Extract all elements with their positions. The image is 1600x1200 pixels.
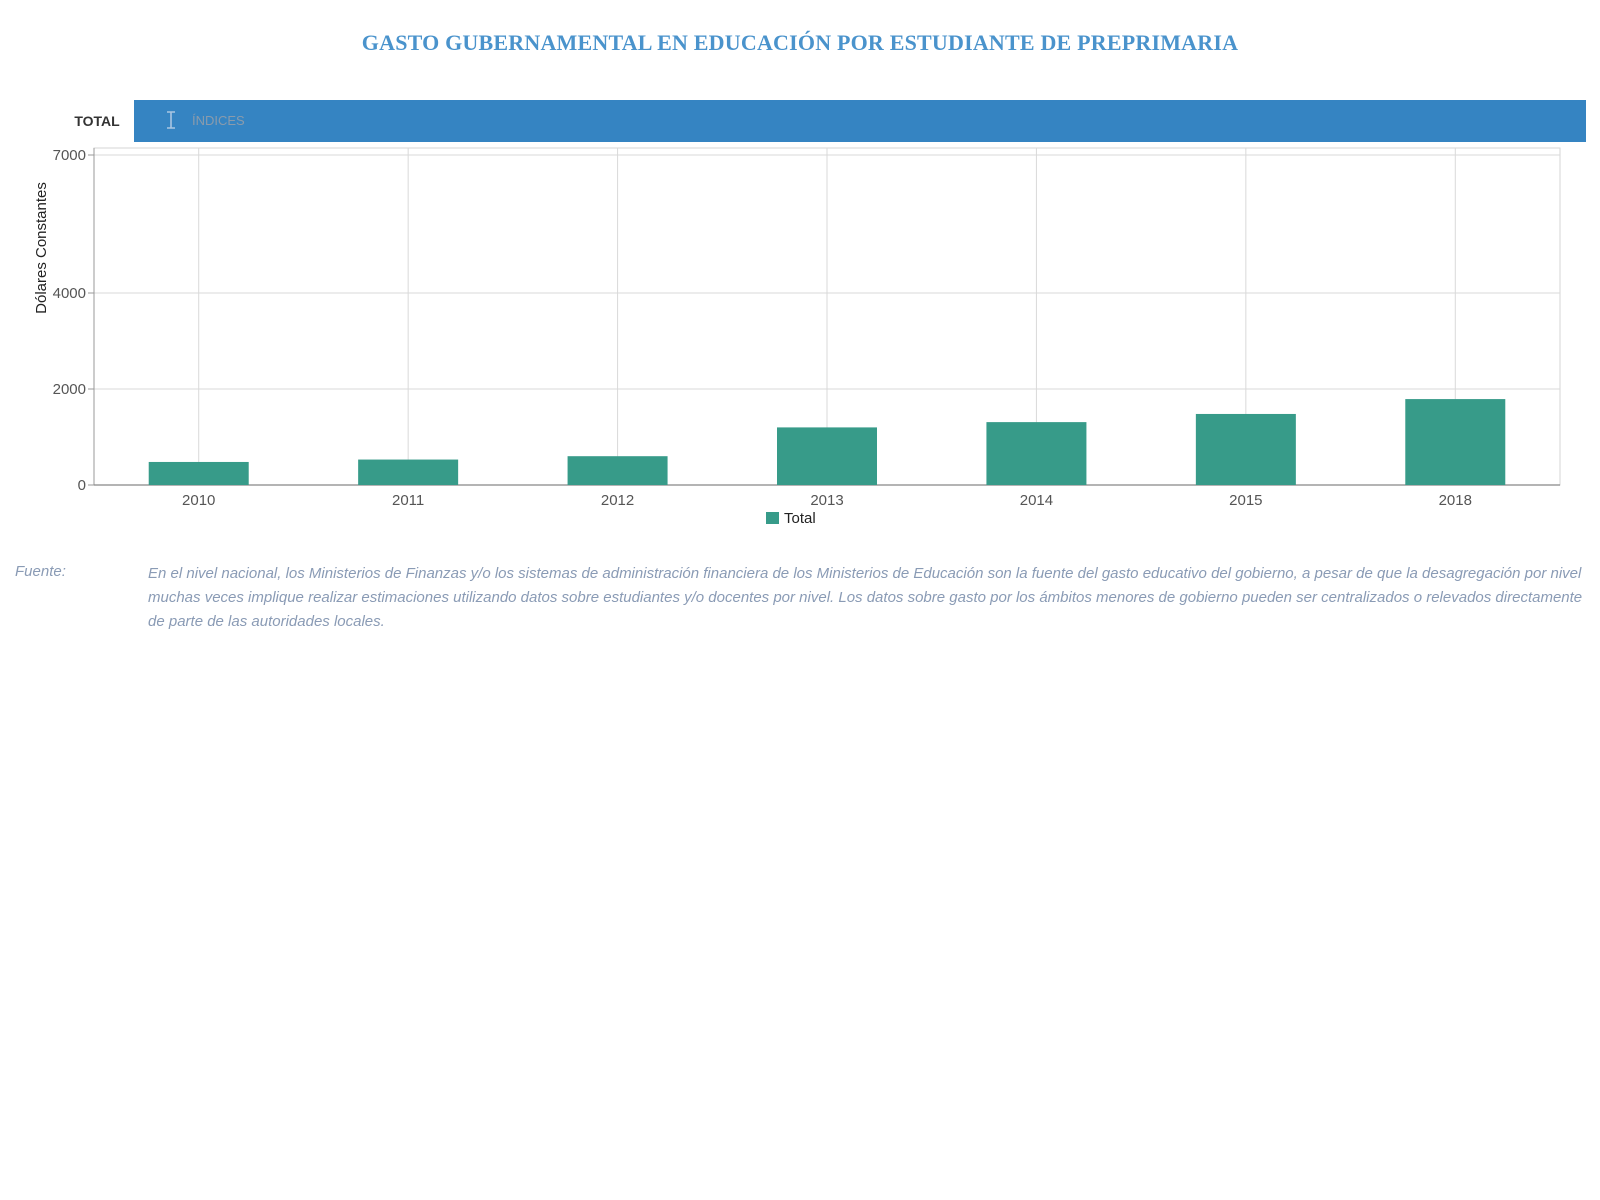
- x-tick-label: 2015: [1229, 492, 1262, 509]
- legend-label: Total: [784, 510, 816, 527]
- y-tick-label: 2000: [53, 381, 86, 398]
- bar-2012: [567, 456, 668, 485]
- x-tick-label: 2012: [601, 492, 634, 509]
- bar-2014: [986, 422, 1087, 485]
- y-axis-title: Dólares Constantes: [33, 182, 50, 314]
- x-tick-label: 2010: [182, 492, 215, 509]
- x-tick-label: 2013: [810, 492, 843, 509]
- tab-indices[interactable]: ÍNDICES: [134, 100, 1586, 142]
- bar-2013: [777, 427, 877, 485]
- tab-bar: TOTAL ÍNDICES: [60, 100, 1586, 142]
- bar-2011: [358, 459, 459, 485]
- text-cursor-icon: [167, 111, 175, 129]
- bar-2015: [1195, 413, 1296, 485]
- x-tick-label: 2011: [392, 492, 424, 509]
- x-tick-label: 2014: [1020, 492, 1053, 509]
- legend-swatch: [766, 512, 779, 524]
- bar-2018: [1405, 399, 1506, 485]
- source-label: Fuente:: [15, 563, 66, 580]
- x-tick-label: 2018: [1439, 492, 1472, 509]
- bar-chart: 0 2000 4000 7000 2010 2011 2012 2013 2014 2015 201…: [33, 147, 1561, 527]
- y-tick-label: 4000: [53, 285, 86, 302]
- source-text: En el nivel nacional, los Ministerios de…: [148, 565, 1583, 630]
- tab-total[interactable]: TOTAL: [74, 113, 120, 129]
- chart-title: GASTO GUBERNAMENTAL EN EDUCACIÓN POR EST…: [361, 30, 1239, 55]
- y-tick-label: 0: [78, 477, 86, 494]
- y-tick-label: 7000: [53, 147, 86, 164]
- tab-indices-label: ÍNDICES: [192, 113, 245, 128]
- bar-2010: [148, 461, 249, 485]
